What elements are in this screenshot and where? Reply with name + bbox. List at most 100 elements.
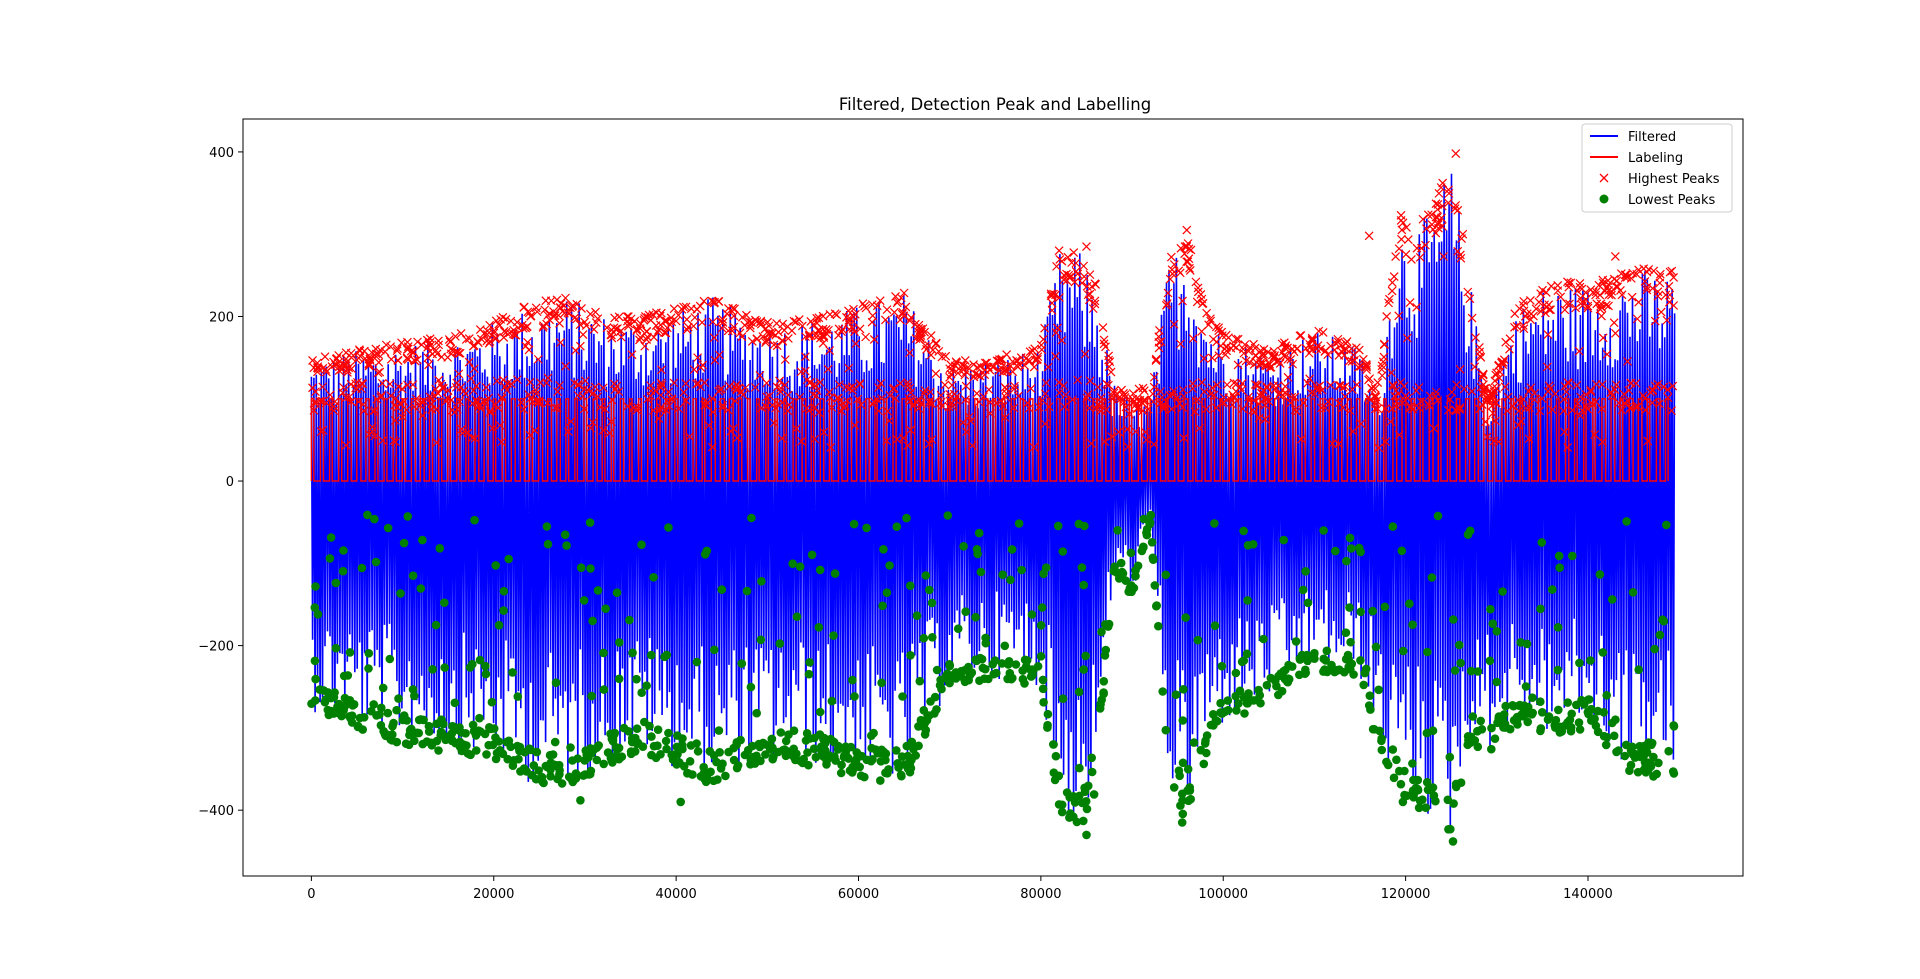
lowest-peak-point <box>1536 604 1545 614</box>
highest-peak-point <box>1114 427 1124 437</box>
lowest-peak-point <box>1473 742 1483 752</box>
lowest-peak-point <box>733 761 743 770</box>
highest-peak-point <box>1176 339 1185 349</box>
highest-peak-point <box>325 390 335 400</box>
highest-peak-point <box>1054 378 1064 387</box>
lowest-peak-point <box>1551 715 1561 725</box>
lowest-peak-point <box>484 740 494 750</box>
highest-peak-point <box>1009 384 1019 394</box>
highest-peak-point <box>1541 287 1551 297</box>
lowest-peak-point <box>557 779 567 788</box>
highest-peak-point <box>867 317 877 327</box>
highest-peak-point <box>1397 225 1407 235</box>
lowest-peak-point <box>1356 607 1365 617</box>
lowest-peak-point <box>465 750 475 759</box>
highest-peak-point <box>940 380 950 390</box>
highest-peak-point <box>972 362 982 372</box>
highest-peak-point <box>377 378 387 388</box>
lowest-peak-point <box>1513 720 1522 729</box>
highest-peak-point <box>1586 285 1596 295</box>
highest-peak-point <box>1040 323 1050 333</box>
highest-peak-point <box>1423 210 1433 220</box>
lowest-peak-point <box>964 675 973 685</box>
highest-peak-point <box>575 320 585 330</box>
highest-peak-point <box>806 316 816 326</box>
highest-peak-point <box>1185 266 1195 275</box>
highest-peak-point <box>1590 430 1600 440</box>
lowest-peak-point <box>599 648 608 658</box>
highest-peak-point <box>662 316 671 326</box>
highest-peak-point <box>1443 405 1453 415</box>
highest-peak-point <box>1168 390 1177 400</box>
lowest-peak-point <box>509 756 519 765</box>
highest-peak-point <box>752 334 762 344</box>
lowest-peak-point <box>757 577 766 586</box>
highest-peak-point <box>892 298 902 308</box>
highest-peak-point <box>1348 427 1358 436</box>
lowest-peak-point <box>1400 766 1409 776</box>
highest-peak-point <box>1326 380 1336 390</box>
highest-peak-point <box>390 416 400 425</box>
highest-peak-point <box>681 302 691 312</box>
lowest-peak-point <box>905 759 915 768</box>
highest-peak-point <box>1414 383 1424 392</box>
highest-peak-point <box>1333 337 1343 347</box>
lowest-peak-point <box>1069 812 1078 822</box>
highest-peak-point <box>1513 420 1523 430</box>
highest-peak-point <box>1057 335 1067 345</box>
lowest-peak-point <box>1593 706 1603 716</box>
lowest-peak-point <box>1626 760 1636 770</box>
lowest-peak-point <box>542 522 552 531</box>
lowest-peak-point <box>1202 731 1212 740</box>
highest-peak-point <box>1455 403 1465 413</box>
lowest-peak-point <box>781 751 791 761</box>
highest-peak-point <box>710 355 720 365</box>
highest-peak-point <box>1301 343 1311 353</box>
highest-peak-point <box>771 330 781 340</box>
highest-peak-point <box>511 330 521 340</box>
lowest-peak-point <box>675 758 684 767</box>
highest-peak-point <box>1163 288 1173 298</box>
highest-peak-point <box>1647 398 1657 408</box>
lowest-peak-point <box>831 756 840 765</box>
highest-peak-point <box>769 418 779 428</box>
highest-peak-point <box>1217 327 1227 337</box>
highest-peak-point <box>485 407 495 417</box>
highest-peak-point <box>495 420 505 430</box>
highest-peak-point <box>989 362 999 372</box>
x-tick-label: 20000 <box>473 887 514 902</box>
highest-peak-point <box>677 304 687 314</box>
highest-peak-point <box>947 398 957 408</box>
highest-peak-point <box>321 398 331 408</box>
lowest-peak-point <box>1054 800 1064 809</box>
lowest-peak-point <box>1536 697 1545 706</box>
lowest-peak-point <box>1087 753 1096 763</box>
highest-peak-point <box>1101 405 1111 414</box>
lowest-peak-point <box>1664 746 1673 756</box>
highest-peak-point <box>1505 344 1514 354</box>
plot-area <box>307 149 1679 846</box>
highest-peak-point <box>858 299 868 309</box>
lowest-peak-point <box>1062 788 1072 797</box>
highest-peak-point <box>699 296 709 306</box>
lowest-peak-point <box>1266 673 1276 683</box>
highest-peak-point <box>329 357 338 367</box>
highest-peak-point <box>1235 382 1245 392</box>
highest-peak-point <box>1262 394 1271 404</box>
lowest-peak-point <box>1456 658 1465 668</box>
highest-peak-point <box>1049 289 1058 299</box>
lowest-peak-point <box>469 726 479 736</box>
lowest-peak-point <box>1070 798 1080 807</box>
highest-peak-point <box>1623 357 1632 366</box>
lowest-peak-point <box>626 749 636 759</box>
highest-peak-point <box>1452 380 1462 390</box>
highest-peak-point <box>1451 201 1461 210</box>
lowest-peak-point <box>1087 767 1097 777</box>
lowest-peak-point <box>943 669 952 679</box>
series-filtered <box>310 173 1676 833</box>
lowest-peak-point <box>642 681 651 690</box>
lowest-peak-point <box>1346 544 1356 553</box>
y-tick-label: 0 <box>226 475 234 490</box>
lowest-peak-point <box>1492 677 1501 687</box>
lowest-peak-point <box>1161 725 1171 735</box>
